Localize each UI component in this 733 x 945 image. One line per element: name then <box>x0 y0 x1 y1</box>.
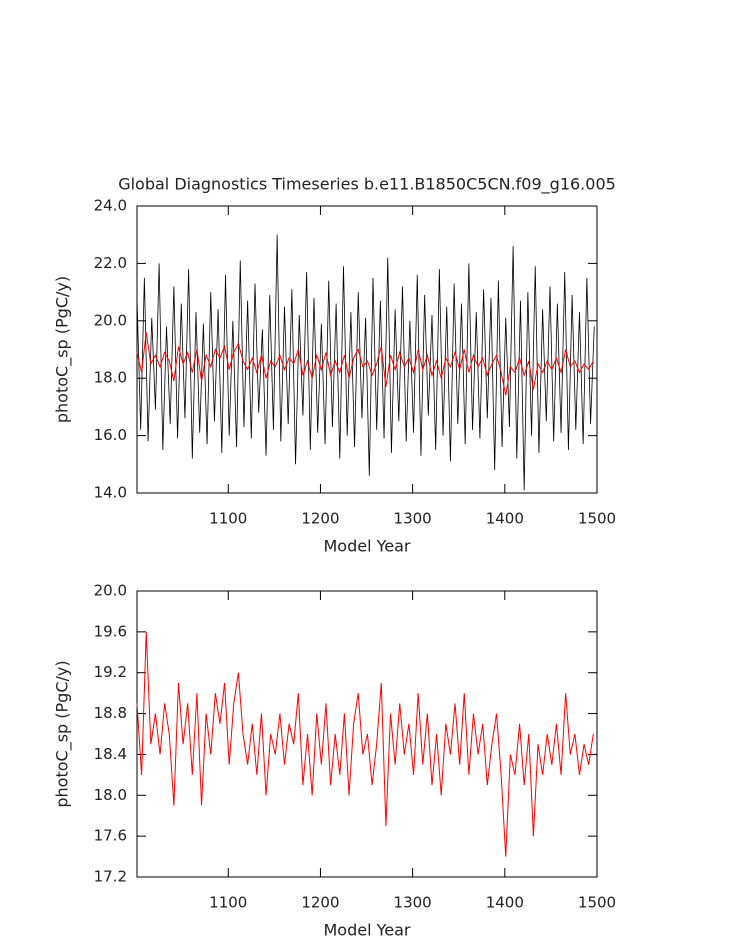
y-tick-label: 16.0 <box>94 426 127 444</box>
series-line <box>136 234 595 491</box>
x-tick-label: 1300 <box>394 894 432 912</box>
y-axis-label: photoC_sp (PgC/y) <box>53 660 73 807</box>
y-tick-label: 22.0 <box>94 254 127 272</box>
x-axis-label: Model Year <box>324 921 411 940</box>
y-tick-label: 18.8 <box>94 704 127 722</box>
y-tick-label: 14.0 <box>94 484 127 502</box>
y-tick-label: 17.2 <box>94 868 127 886</box>
y-tick-label: 18.4 <box>94 745 127 763</box>
y-tick-label: 17.6 <box>94 827 127 845</box>
x-tick-label: 1200 <box>301 510 339 528</box>
series-line <box>136 631 594 857</box>
plot-frame <box>136 590 598 878</box>
x-tick-label: 1500 <box>578 894 616 912</box>
series-line <box>136 332 594 396</box>
x-tick-label: 1500 <box>578 510 616 528</box>
x-tick-label: 1300 <box>394 510 432 528</box>
x-tick-label: 1400 <box>486 510 524 528</box>
x-tick-label: 1400 <box>486 894 524 912</box>
y-tick-label: 18.0 <box>94 786 127 804</box>
x-tick-label: 1100 <box>209 510 247 528</box>
y-tick-label: 18.0 <box>94 369 127 387</box>
y-tick-label: 19.2 <box>94 663 127 681</box>
y-tick-label: 24.0 <box>94 197 127 215</box>
y-tick-label: 19.6 <box>94 622 127 640</box>
chart-title: Global Diagnostics Timeseries b.e11.B185… <box>118 175 616 195</box>
y-tick-label: 20.0 <box>94 582 127 600</box>
x-tick-label: 1100 <box>209 894 247 912</box>
y-tick-label: 20.0 <box>94 311 127 329</box>
x-tick-label: 1200 <box>301 894 339 912</box>
x-axis-label: Model Year <box>324 537 411 556</box>
y-axis-label: photoC_sp (PgC/y) <box>53 276 73 423</box>
plot-frame <box>136 205 598 494</box>
